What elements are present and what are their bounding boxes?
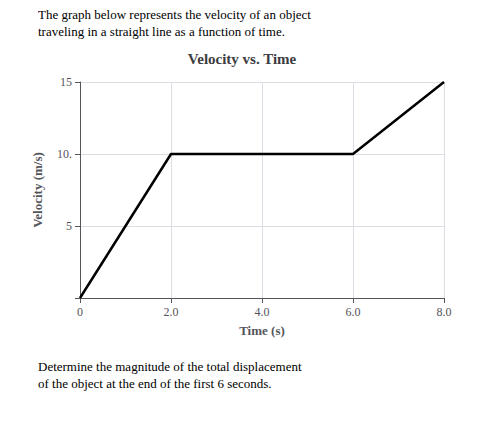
svg-text:traveling in a straight line a: traveling in a straight line as a functi… — [38, 24, 285, 39]
svg-text:8.0: 8.0 — [437, 305, 452, 319]
svg-text:The graph below represents the: The graph below represents the velocity … — [38, 7, 311, 22]
svg-text:of the object at the end of th: of the object at the end of the first 6 … — [38, 376, 272, 391]
svg-text:Time (s): Time (s) — [239, 323, 285, 338]
svg-text:6.0: 6.0 — [346, 305, 361, 319]
svg-text:0: 0 — [77, 305, 83, 319]
svg-text:2.0: 2.0 — [164, 305, 179, 319]
svg-text:Velocity vs. Time: Velocity vs. Time — [188, 51, 297, 67]
svg-text:4.0: 4.0 — [255, 305, 270, 319]
svg-text:15: 15 — [60, 75, 72, 89]
svg-text:5: 5 — [66, 219, 72, 233]
svg-text:Velocity (m/s): Velocity (m/s) — [30, 152, 45, 228]
svg-text:10.: 10. — [57, 147, 72, 161]
svg-text:Determine the magnitude of the: Determine the magnitude of the total dis… — [38, 359, 302, 374]
